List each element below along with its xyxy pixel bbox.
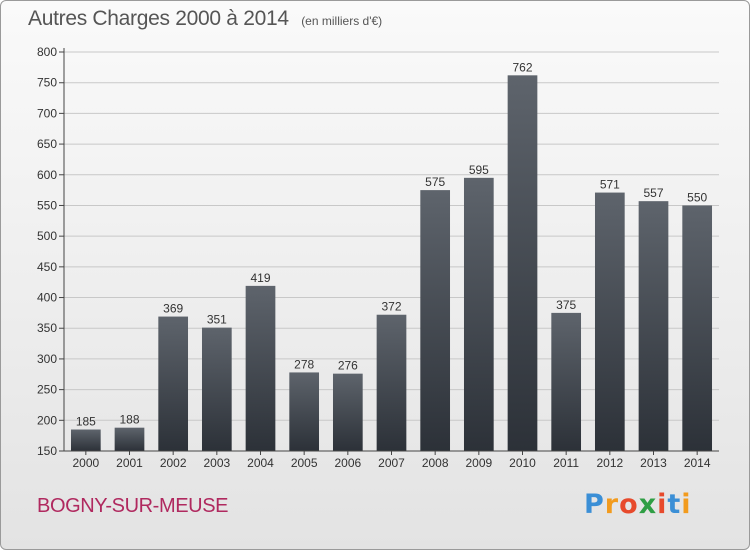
- bar: [507, 75, 538, 451]
- x-tick-label: 2002: [160, 456, 187, 470]
- data-label: 762: [512, 60, 532, 74]
- x-tick-label: 2005: [291, 456, 318, 470]
- bar: [158, 316, 189, 451]
- x-tick-label: 2009: [465, 456, 492, 470]
- data-label: 185: [76, 415, 96, 429]
- bar: [289, 372, 320, 451]
- data-label: 595: [469, 163, 489, 177]
- city-name: BOGNY-SUR-MEUSE: [37, 495, 229, 517]
- data-label: 419: [250, 271, 270, 285]
- y-tick-label: 400: [37, 291, 57, 305]
- y-tick-label: 350: [37, 321, 57, 335]
- y-tick-label: 150: [37, 444, 57, 458]
- data-label: 550: [687, 190, 707, 204]
- title-row: Autres Charges 2000 à 2014 (en milliers …: [28, 7, 382, 31]
- bars: 185 188 369 351 419 278 276 372 575 595 762 375 571 5…: [70, 60, 713, 452]
- bar: [638, 201, 669, 451]
- data-label: 375: [556, 298, 576, 312]
- data-label: 278: [294, 357, 314, 371]
- x-tick-label: 2014: [684, 456, 711, 470]
- bar: [463, 177, 494, 452]
- data-label: 575: [425, 175, 445, 189]
- y-tick-label: 600: [37, 168, 57, 182]
- bar: [70, 429, 101, 451]
- bar: [245, 285, 276, 451]
- x-tick-label: 2003: [203, 456, 230, 470]
- chart-title: Autres Charges 2000 à 2014: [28, 7, 289, 30]
- bar: [420, 190, 451, 451]
- data-label: 372: [381, 300, 401, 314]
- bar: [376, 314, 407, 451]
- x-tick-label: 2000: [72, 456, 99, 470]
- chart-unit: (en milliers d'€): [301, 14, 383, 28]
- bar: [551, 312, 582, 451]
- data-label: 351: [207, 313, 227, 327]
- x-tick-label: 2004: [247, 456, 274, 470]
- axes: 150 200 250 300 350 400 450 500 550 600 650 700 750 8…: [37, 45, 719, 470]
- y-tick-label: 450: [37, 260, 57, 274]
- y-tick-label: 750: [37, 76, 57, 90]
- x-tick-label: 2012: [596, 456, 623, 470]
- bar: [114, 427, 145, 451]
- bar: [594, 192, 625, 451]
- data-label: 557: [643, 186, 663, 200]
- y-tick-label: 800: [37, 45, 57, 59]
- x-tick-label: 2011: [553, 456, 579, 470]
- y-tick-label: 250: [37, 383, 57, 397]
- data-label: 369: [163, 302, 183, 316]
- x-tick-label: 2010: [509, 456, 536, 470]
- bar: [332, 373, 363, 451]
- y-tick-label: 700: [37, 106, 57, 120]
- x-tick-label: 2001: [116, 456, 143, 470]
- bar: [682, 205, 713, 451]
- proxiti-logo: Proxiti: [584, 489, 692, 520]
- x-tick-label: 2006: [334, 456, 361, 470]
- data-label: 571: [600, 178, 620, 192]
- y-tick-label: 300: [37, 352, 57, 366]
- y-tick-label: 200: [37, 413, 57, 427]
- y-tick-label: 650: [37, 137, 57, 151]
- y-tick-label: 550: [37, 198, 57, 212]
- x-tick-label: 2008: [422, 456, 449, 470]
- x-tick-label: 2007: [378, 456, 405, 470]
- data-label: 188: [119, 413, 139, 427]
- y-tick-label: 500: [37, 229, 57, 243]
- bar: [201, 327, 232, 451]
- data-label: 276: [338, 359, 358, 373]
- x-tick-label: 2013: [640, 456, 667, 470]
